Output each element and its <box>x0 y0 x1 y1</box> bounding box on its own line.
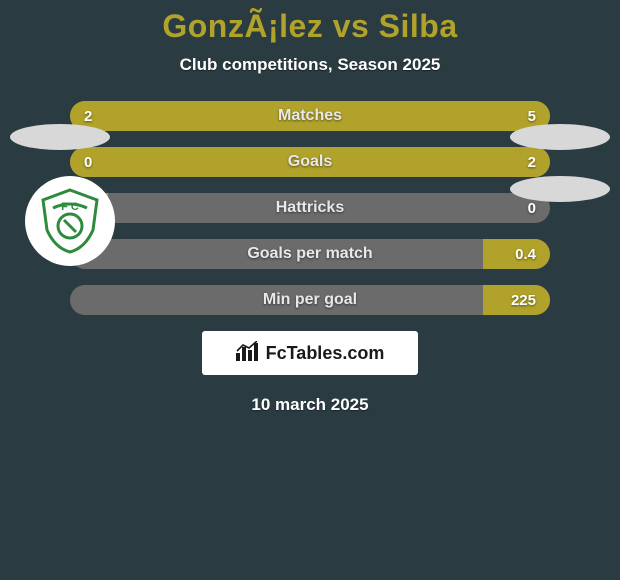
stat-row: Hattricks00 <box>70 193 550 223</box>
stat-label: Goals <box>70 147 550 177</box>
stat-row: Min per goal225 <box>70 285 550 315</box>
stat-value-right: 2 <box>528 147 536 177</box>
player-right-badge <box>510 124 610 150</box>
stat-value-right: 0.4 <box>515 239 536 269</box>
stat-value-left: 0 <box>84 147 92 177</box>
stat-label: Min per goal <box>70 285 550 315</box>
stat-row: Goals0 2 <box>70 147 550 177</box>
stat-row: Matches25 <box>70 101 550 131</box>
player-right-badge-2 <box>510 176 610 202</box>
stats-container: Matches25 Goals0 2 Hattricks00 Goals per mat… <box>70 101 550 315</box>
team-logo-left: F C <box>25 176 115 266</box>
stat-label: Goals per match <box>70 239 550 269</box>
bar-chart-icon <box>236 341 260 366</box>
stat-label: Matches <box>70 101 550 131</box>
svg-text:F C: F C <box>61 201 79 213</box>
date-label: 10 march 2025 <box>0 395 620 415</box>
page-title: GonzÃ¡lez vs Silba <box>0 8 620 45</box>
stat-value-right: 225 <box>511 285 536 315</box>
player-left-badge <box>10 124 110 150</box>
stat-label: Hattricks <box>70 193 550 223</box>
subtitle: Club competitions, Season 2025 <box>0 55 620 75</box>
branding-badge[interactable]: FcTables.com <box>202 331 418 375</box>
stat-row: Goals per match0.4 <box>70 239 550 269</box>
branding-text: FcTables.com <box>266 343 385 364</box>
